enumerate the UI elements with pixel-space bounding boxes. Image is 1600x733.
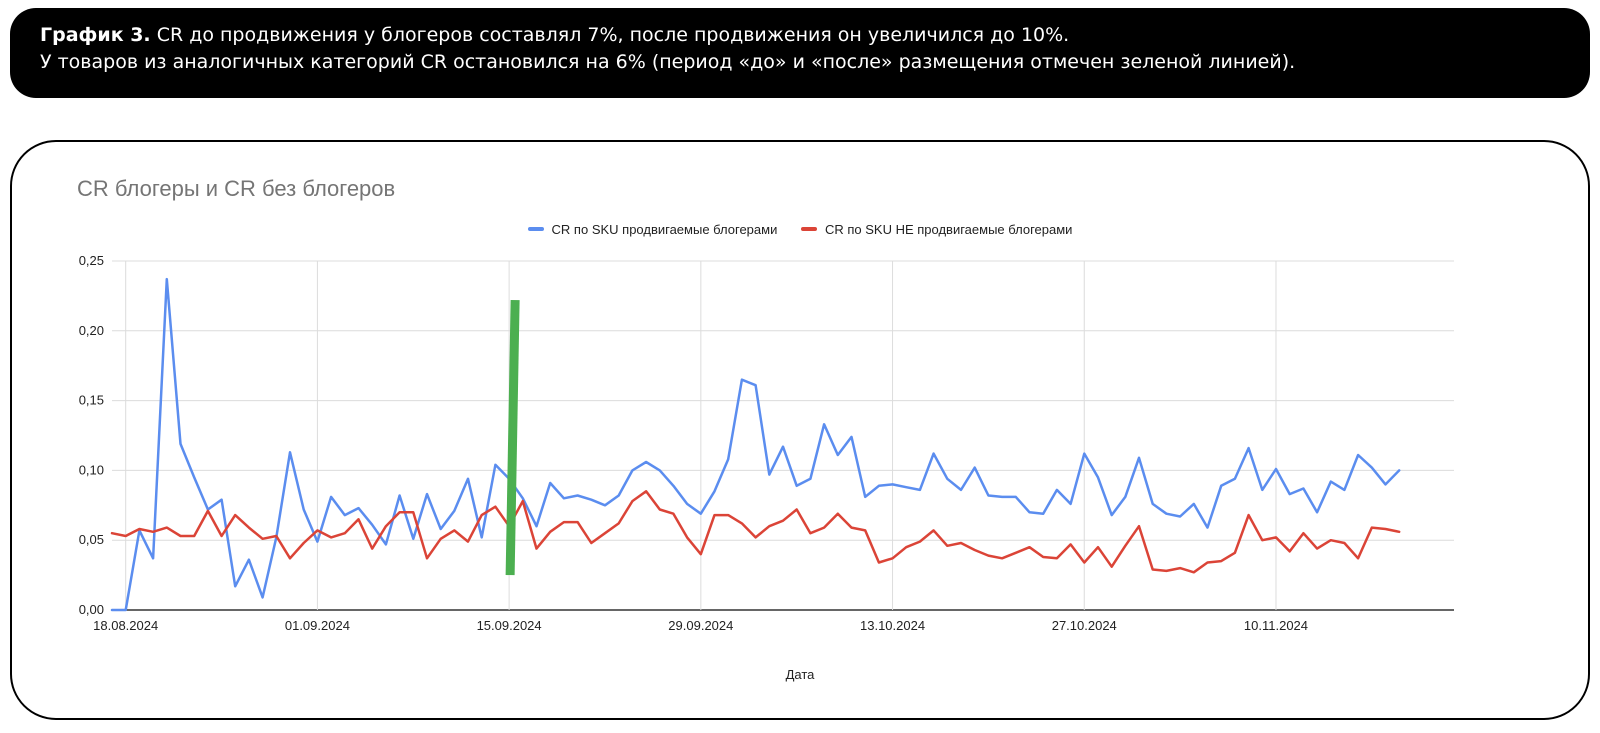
chart-card xyxy=(10,140,1590,720)
chart-title: CR блогеры и CR без блогеров xyxy=(77,176,396,201)
legend-swatch-promoted xyxy=(527,227,544,231)
x-tick-label: 18.08.2024 xyxy=(93,618,158,633)
y-tick-label: 0,20 xyxy=(79,323,104,338)
marker-layer xyxy=(505,300,520,576)
x-tick-label: 15.09.2024 xyxy=(477,618,542,633)
x-axis-label: Дата xyxy=(785,667,815,682)
y-tick-label: 0,05 xyxy=(79,532,104,547)
y-tick-label: 0,10 xyxy=(79,462,104,477)
legend-label-promoted: CR по SKU продвигаемые блогерами xyxy=(551,221,778,237)
figure-caption: График 3. CR до продвижения у блогеров с… xyxy=(10,8,1590,98)
series-line-2 xyxy=(110,490,1401,574)
series-line-1 xyxy=(110,277,1401,612)
x-tick-label: 29.09.2024 xyxy=(668,618,733,633)
legend-item-promoted[interactable]: CR по SKU продвигаемые блогерами xyxy=(527,221,778,237)
y-tick-label: 0,00 xyxy=(79,602,104,617)
grid-layer xyxy=(112,260,1454,611)
caption-line-2: У товаров из аналогичных категорий CR ос… xyxy=(40,51,1296,73)
legend-item-not-promoted[interactable]: CR по SKU НЕ продвигаемые блогерами xyxy=(800,221,1073,237)
x-tick-label: 10.11.2024 xyxy=(1244,618,1308,633)
caption-line-1: CR до продвижения у блогеров составлял 7… xyxy=(150,24,1070,46)
series-layer xyxy=(110,277,1401,612)
y-tick-label: 0,15 xyxy=(79,393,104,408)
caption-bold-label: График 3. xyxy=(40,24,151,46)
x-tick-label: 01.09.2024 xyxy=(285,618,350,633)
legend-label-not-promoted: CR по SKU НЕ продвигаемые блогерами xyxy=(824,221,1073,237)
tick-layer: 0,00 0,05 0,10 0,15 0,20 0,25 18.08.2024 01.09.… xyxy=(79,253,1308,633)
x-tick-label: 27.10.2024 xyxy=(1052,618,1117,633)
legend-swatch-not-promoted xyxy=(800,227,817,231)
chart-legend: CR по SKU продвигаемые блогерами CR по S… xyxy=(0,219,1600,237)
x-tick-label: 13.10.2024 xyxy=(860,618,925,633)
before-after-marker xyxy=(505,300,520,576)
y-tick-label: 0,25 xyxy=(79,253,104,268)
